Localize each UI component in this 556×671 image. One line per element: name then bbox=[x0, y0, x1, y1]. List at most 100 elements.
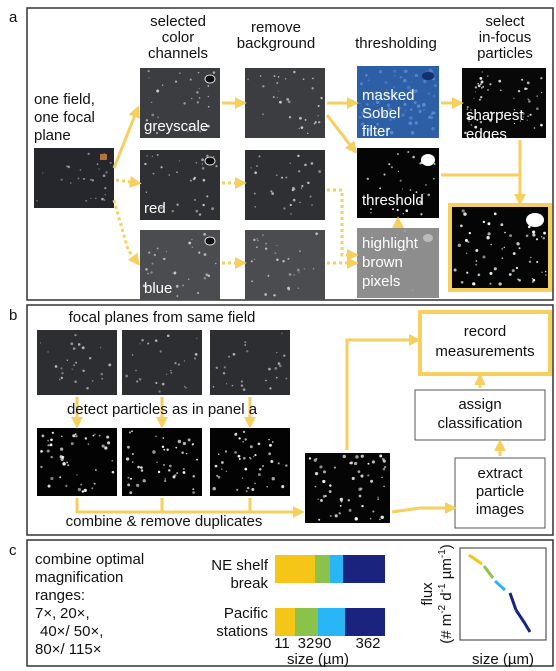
particle bbox=[318, 121, 320, 123]
particle bbox=[297, 155, 299, 157]
particle bbox=[103, 174, 106, 177]
particle bbox=[72, 369, 73, 370]
step-label: detect particles as in panel a bbox=[67, 401, 258, 418]
range-segment bbox=[343, 555, 385, 583]
particle bbox=[84, 489, 87, 492]
particle bbox=[482, 71, 483, 72]
particle bbox=[423, 234, 433, 242]
particle bbox=[405, 110, 407, 112]
particle bbox=[65, 485, 67, 487]
particle bbox=[419, 110, 422, 113]
particle bbox=[144, 163, 146, 165]
column-header: select bbox=[485, 13, 525, 30]
particle bbox=[463, 212, 466, 215]
particle bbox=[482, 86, 484, 88]
particle bbox=[368, 79, 370, 81]
particle bbox=[95, 198, 96, 199]
particle bbox=[315, 472, 318, 475]
particle bbox=[487, 232, 490, 235]
particle bbox=[101, 198, 104, 201]
particle bbox=[188, 242, 191, 245]
particle bbox=[320, 499, 323, 502]
particle bbox=[269, 444, 272, 447]
particle bbox=[404, 69, 408, 73]
particle bbox=[528, 226, 531, 229]
particle bbox=[265, 248, 267, 250]
particle bbox=[279, 101, 282, 104]
particle bbox=[276, 352, 277, 353]
particle bbox=[101, 378, 103, 380]
particle bbox=[148, 251, 150, 253]
particle bbox=[232, 385, 234, 387]
particle bbox=[213, 386, 215, 388]
particle bbox=[82, 346, 85, 349]
particle bbox=[276, 82, 278, 84]
particle bbox=[498, 80, 501, 83]
particle bbox=[208, 106, 210, 108]
axis-label: (# m-2 d-1 µm-1) bbox=[437, 544, 455, 644]
particle bbox=[258, 443, 261, 446]
particle bbox=[181, 451, 184, 454]
particle bbox=[151, 114, 154, 117]
particle bbox=[60, 458, 63, 461]
particle bbox=[524, 87, 527, 90]
particle bbox=[256, 246, 258, 248]
range-segment bbox=[275, 555, 315, 583]
particle bbox=[454, 268, 457, 271]
particle bbox=[274, 252, 276, 254]
particle bbox=[47, 449, 50, 452]
particle bbox=[305, 119, 307, 121]
particle bbox=[233, 353, 236, 356]
particle bbox=[258, 473, 261, 476]
particle bbox=[191, 239, 192, 240]
step-label: edges bbox=[466, 126, 507, 143]
particle bbox=[266, 486, 268, 488]
particle bbox=[383, 468, 386, 471]
particle bbox=[92, 380, 94, 382]
particle bbox=[519, 247, 521, 249]
particle bbox=[135, 370, 136, 371]
particle bbox=[242, 477, 243, 478]
particle bbox=[61, 436, 63, 438]
bright-particle bbox=[205, 157, 215, 165]
particle bbox=[268, 275, 269, 276]
particle bbox=[478, 274, 481, 277]
particle bbox=[73, 347, 76, 350]
particle bbox=[172, 210, 175, 213]
particle bbox=[281, 333, 282, 334]
step-label: images bbox=[476, 501, 524, 518]
panel-label: a bbox=[9, 9, 18, 26]
particle bbox=[290, 204, 292, 206]
particle bbox=[466, 272, 468, 274]
particle bbox=[370, 518, 372, 520]
particle bbox=[223, 372, 225, 374]
particle bbox=[480, 83, 482, 85]
particle bbox=[78, 178, 80, 180]
particle bbox=[528, 100, 531, 103]
arrow bbox=[162, 498, 197, 512]
particle bbox=[175, 80, 177, 82]
range-segment bbox=[315, 555, 330, 583]
particle bbox=[315, 486, 317, 488]
particle bbox=[359, 116, 361, 118]
particle bbox=[238, 455, 241, 458]
particle bbox=[208, 96, 210, 98]
particle bbox=[250, 167, 251, 168]
particle bbox=[388, 163, 390, 165]
particle bbox=[213, 71, 215, 73]
particle bbox=[518, 279, 520, 281]
column-header: color bbox=[162, 29, 195, 46]
particle bbox=[478, 85, 481, 88]
particle bbox=[193, 475, 195, 477]
particle bbox=[540, 77, 542, 79]
particle bbox=[461, 281, 464, 284]
particle bbox=[487, 75, 489, 77]
particle bbox=[168, 174, 169, 175]
particle bbox=[541, 272, 542, 273]
axis-label: size (µm) bbox=[287, 651, 349, 668]
particle bbox=[365, 74, 367, 76]
particle bbox=[247, 79, 249, 81]
particle bbox=[85, 200, 87, 202]
particle bbox=[479, 99, 481, 101]
particle bbox=[301, 126, 304, 129]
